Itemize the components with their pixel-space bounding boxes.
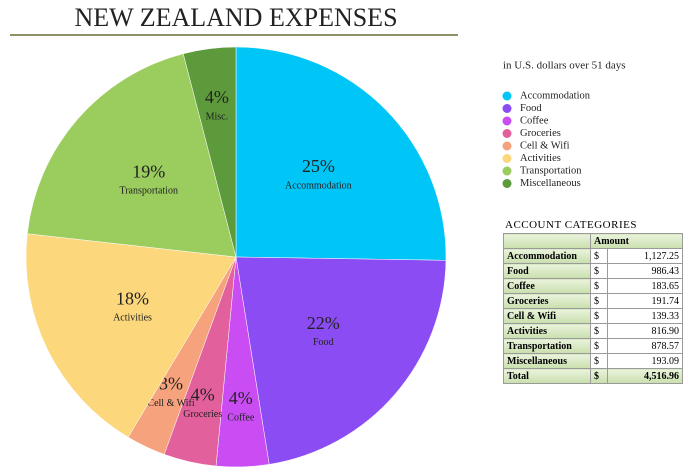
table-cell: 816.90 <box>607 323 683 339</box>
legend-label: Transportation <box>520 165 582 176</box>
table-row: Total $4,516.96 <box>503 368 683 384</box>
table-row: Coffee $183.65 <box>503 278 683 294</box>
table-row: Miscellaneous $193.09 <box>503 353 683 369</box>
account-table: Amount Accommodation $1,127.25 Food $986.43… <box>503 233 683 384</box>
slice-label: Transportation <box>119 186 178 197</box>
table-cell: Groceries <box>503 293 591 309</box>
slice-percent: 19% <box>132 161 165 181</box>
table-cell: $ <box>590 248 608 264</box>
table-cell: $ <box>590 338 608 354</box>
pie-slice <box>235 256 447 465</box>
table-cell: $ <box>590 368 608 384</box>
slice-percent: 22% <box>307 313 340 333</box>
pie-slice <box>27 53 237 258</box>
legend-swatch <box>502 179 512 188</box>
slice-label: Accommodation <box>285 180 352 191</box>
slice-percent: 4% <box>229 388 253 408</box>
table-cell: 193.09 <box>607 353 683 369</box>
header-cell: Amount <box>590 233 683 249</box>
table-row: Groceries $191.74 <box>503 293 683 309</box>
table-row: Food $986.43 <box>503 263 683 279</box>
pie-slice <box>182 46 237 258</box>
legend-swatch <box>502 116 512 126</box>
table-cell: $ <box>590 263 608 279</box>
legend-label: Miscellaneous <box>520 178 581 189</box>
slice-label: Coffee <box>227 412 255 423</box>
table-cell: Total <box>503 368 591 384</box>
table-cell: Miscellaneous <box>503 353 591 369</box>
legend-swatch <box>502 104 512 113</box>
slice-label: Misc. <box>206 111 229 122</box>
table-cell: $ <box>590 308 608 324</box>
chart-title: NEW ZEALAND EXPENSES <box>74 3 397 32</box>
slice-label: Groceries <box>183 409 222 420</box>
table-cell: 191.74 <box>607 293 683 309</box>
slice-percent: 25% <box>302 156 335 176</box>
table-row: Cell & Wifi $139.33 <box>503 308 683 324</box>
table-cell: 183.65 <box>607 278 683 294</box>
legend-label: Food <box>520 103 542 114</box>
table-row: Accommodation $1,127.25 <box>503 248 683 264</box>
slice-percent: 18% <box>116 288 149 308</box>
table-cell: 878.57 <box>607 338 683 354</box>
table-cell: Cell & Wifi <box>503 308 591 324</box>
legend-label: Groceries <box>520 128 561 139</box>
table-cell: Activities <box>503 323 591 339</box>
legend-swatch <box>502 91 512 101</box>
slice-label: Activities <box>113 313 152 324</box>
legend-swatch <box>502 129 512 138</box>
legend-label: Coffee <box>520 115 549 126</box>
table-cell: $ <box>590 323 608 339</box>
table-row: Transportation $878.57 <box>503 338 683 354</box>
legend-label: Cell & Wifi <box>520 140 570 151</box>
table-cell: $ <box>590 353 608 369</box>
slice-percent: 3% <box>159 374 183 394</box>
table-cell: 1,127.25 <box>607 248 683 264</box>
table-cell: 986.43 <box>607 263 683 279</box>
table-title: ACCOUNT CATEGORIES <box>505 219 637 231</box>
slice-percent: 4% <box>205 87 229 107</box>
table-cell: Transportation <box>503 338 591 354</box>
table-cell: $ <box>590 293 608 309</box>
header-cell <box>503 233 591 249</box>
slice-label: Food <box>313 337 334 348</box>
table-cell: 139.33 <box>607 308 683 324</box>
legend-label: Accommodation <box>520 90 591 101</box>
table-cell: Accommodation <box>503 248 591 264</box>
table-cell: Food <box>503 263 591 279</box>
slice-label: Cell & Wifi <box>147 398 194 409</box>
slice-percent: 4% <box>191 385 215 405</box>
pie-slice <box>25 233 237 438</box>
legend-swatch <box>502 141 512 151</box>
legend-swatch <box>502 154 512 163</box>
table-cell: $ <box>590 278 608 294</box>
chart-subtitle: in U.S. dollars over 51 days <box>503 60 626 72</box>
pie-slice <box>235 46 447 261</box>
table-header: Amount <box>503 233 683 249</box>
legend-swatch <box>502 166 512 176</box>
table-row: Activities $816.90 <box>503 323 683 339</box>
legend-label: Activities <box>520 153 561 164</box>
table-cell: 4,516.96 <box>607 368 683 384</box>
table-cell: Coffee <box>503 278 591 294</box>
